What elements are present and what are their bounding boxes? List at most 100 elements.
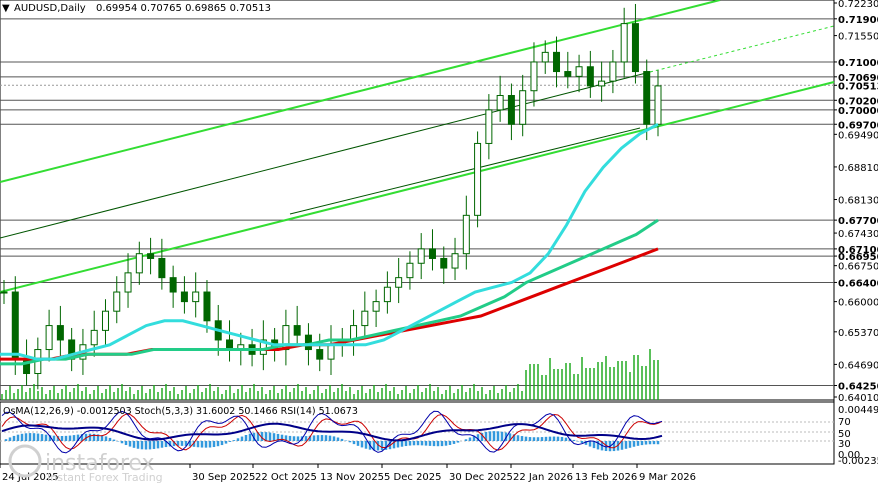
x-axis-label: 30 Dec 2025	[449, 472, 513, 483]
indicator-axis-label: 0.00	[838, 450, 860, 461]
candle-body	[586, 66, 594, 87]
candle-body	[485, 109, 493, 144]
candle-body	[293, 325, 301, 336]
chart-symbol: AUDUSD,Daily	[14, 3, 86, 14]
x-axis-label: 24 Jul 2025	[2, 472, 59, 483]
candle-body	[541, 51, 549, 63]
price-axis-label: 0.66750	[838, 262, 878, 273]
instaforex-logo: instaforex Instant Forex Trading	[8, 444, 163, 484]
x-axis-label: 22 Jan 2026	[513, 472, 573, 483]
candle-body	[203, 291, 211, 322]
x-axis-label: 9 Mar 2026	[639, 472, 696, 483]
candle-body	[609, 61, 617, 82]
chart-ohlc: 0.69954 0.70765 0.69865 0.70513	[96, 3, 271, 14]
x-axis-label: 30 Sep 2025	[192, 472, 255, 483]
candle-body	[304, 334, 312, 351]
candle-body	[462, 214, 470, 255]
x-axis-label: 13 Feb 2026	[575, 472, 637, 483]
candle-body	[180, 291, 188, 303]
candle-body	[101, 310, 109, 331]
candle-body	[474, 142, 482, 216]
candle-body	[169, 277, 177, 293]
candle-body	[451, 253, 459, 269]
indicator-axis-label: 50	[838, 429, 851, 440]
candle-body	[575, 66, 583, 77]
price-axis-label: 0.66000	[838, 298, 878, 309]
chart-symbol-arrow[interactable]: ▼	[2, 3, 10, 14]
candle-body	[135, 253, 143, 274]
indicator-header: OsMA(12,26,9) -0.0012503 Stoch(5,3,3) 31…	[3, 406, 358, 417]
candle-body	[56, 325, 64, 341]
price-axis-label: 0.67430	[838, 229, 878, 240]
candle-body	[192, 291, 200, 303]
indicator-axis-label: 70	[838, 417, 851, 428]
indicator-panel-frame	[0, 401, 835, 465]
price-axis-label: 0.64010	[838, 393, 878, 404]
channel-upper-line	[0, 0, 721, 183]
candle-body	[158, 257, 166, 279]
candle-body	[147, 253, 155, 259]
candle-body	[11, 291, 19, 360]
candle-body	[654, 85, 662, 125]
candle-body	[440, 257, 448, 269]
x-axis-label: 5 Dec 2025	[384, 472, 442, 483]
price-axis-label: 0.72230	[838, 0, 878, 10]
candle-body	[45, 325, 53, 351]
logo-icon	[8, 444, 42, 478]
candle-body	[553, 51, 561, 73]
candle-body	[417, 248, 425, 264]
candle-body	[327, 344, 335, 360]
main-panel-frame	[0, 0, 835, 401]
candle-body	[113, 291, 121, 312]
price-axis-label: 0.71550	[838, 32, 878, 43]
indicator-axis-label: 0.0044924	[838, 405, 878, 416]
candle-body	[406, 262, 414, 279]
candle-body	[496, 95, 504, 111]
candle-body	[564, 71, 572, 77]
price-axis-label: 0.68130	[838, 196, 878, 207]
candle-body	[620, 23, 628, 63]
candle-body	[0, 291, 8, 294]
candle-body	[383, 286, 391, 303]
ema-mid-line	[0, 218, 659, 366]
candle-body	[372, 301, 380, 312]
indicator-axis-label: -0.002355	[838, 456, 878, 467]
candle-body	[428, 248, 436, 259]
price-axis-label: 0.64690	[838, 360, 878, 371]
stoch-main-line	[1, 410, 663, 454]
logo-name: instaforex	[45, 451, 155, 476]
channel-lower-thin	[289, 127, 641, 215]
price-axis-label: 0.68810	[838, 163, 878, 174]
price-axis-label: 0.65370	[838, 328, 878, 339]
channel-middle-line	[0, 71, 651, 239]
price-axis-label: 0.70513	[838, 81, 878, 92]
candle-body	[361, 310, 369, 327]
logo-tagline: Instant Forex Trading	[47, 471, 163, 484]
candle-body	[598, 80, 606, 87]
candle-body	[90, 329, 98, 346]
x-axis-label: 13 Nov 2025	[320, 472, 384, 483]
candle-body	[316, 349, 324, 360]
price-axis-label: 0.69490	[838, 130, 878, 141]
x-axis-label: 22 Oct 2025	[255, 472, 317, 483]
candle-body	[259, 339, 267, 355]
candle-body	[124, 272, 132, 293]
candle-body	[631, 23, 639, 73]
candle-body	[643, 71, 651, 125]
channel-middle-projection	[649, 25, 835, 73]
ema-fast-line	[0, 122, 659, 361]
candle-body	[519, 90, 527, 125]
candle-body	[530, 61, 538, 92]
candle-body	[395, 277, 403, 288]
